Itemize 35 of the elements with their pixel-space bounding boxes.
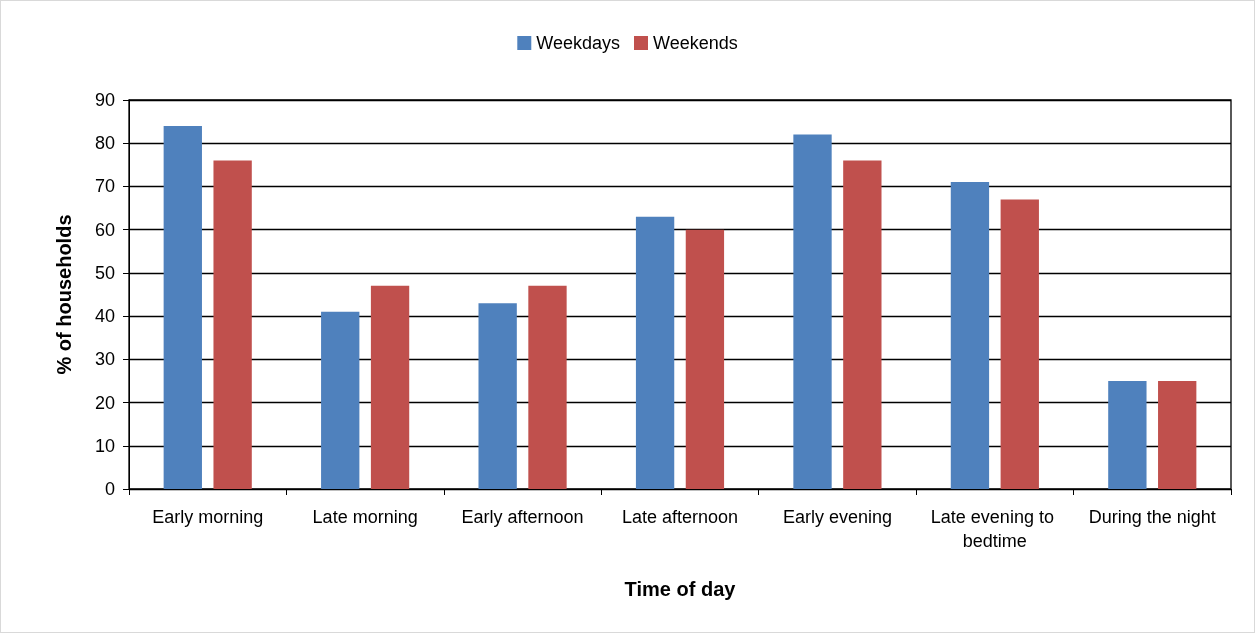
legend-label: Weekdays	[536, 33, 621, 53]
bar	[793, 134, 832, 489]
x-tick-label: During the night	[1088, 507, 1216, 527]
bar	[843, 160, 882, 489]
y-tick-label: 30	[94, 349, 115, 370]
y-tick-label: 40	[94, 306, 115, 327]
x-tick-label: Early afternoon	[461, 507, 584, 527]
y-tick-label: 0	[104, 479, 115, 499]
x-tick-label: Late evening to bedtime	[930, 507, 1059, 551]
y-tick-label: 70	[94, 176, 115, 197]
x-tick-label: Early morning	[152, 507, 264, 527]
bar	[370, 285, 410, 489]
y-tick-label: 20	[94, 392, 115, 413]
legend-label: Weekends	[652, 33, 738, 53]
bar	[163, 125, 202, 489]
y-axis-title: % of households	[53, 214, 75, 375]
bar	[1108, 380, 1147, 489]
x-tick-label: Late morning	[312, 507, 418, 527]
bar	[950, 182, 990, 489]
x-tick-label: Late afternoon	[621, 507, 739, 527]
y-tick-label: 10	[94, 435, 115, 456]
bar	[213, 160, 252, 489]
y-tick-label: 50	[94, 262, 115, 283]
bar	[478, 303, 517, 489]
y-tick-label: 90	[94, 90, 115, 110]
bar	[1158, 380, 1197, 489]
x-tick-label: Early evening	[782, 507, 892, 527]
bar	[685, 229, 725, 489]
bar	[321, 311, 360, 489]
bar	[1000, 199, 1039, 489]
y-tick-label: 60	[94, 219, 115, 240]
bar	[528, 285, 567, 489]
bar	[635, 216, 675, 489]
y-tick-label: 80	[94, 133, 115, 154]
x-axis-title: Time of day	[624, 578, 737, 600]
